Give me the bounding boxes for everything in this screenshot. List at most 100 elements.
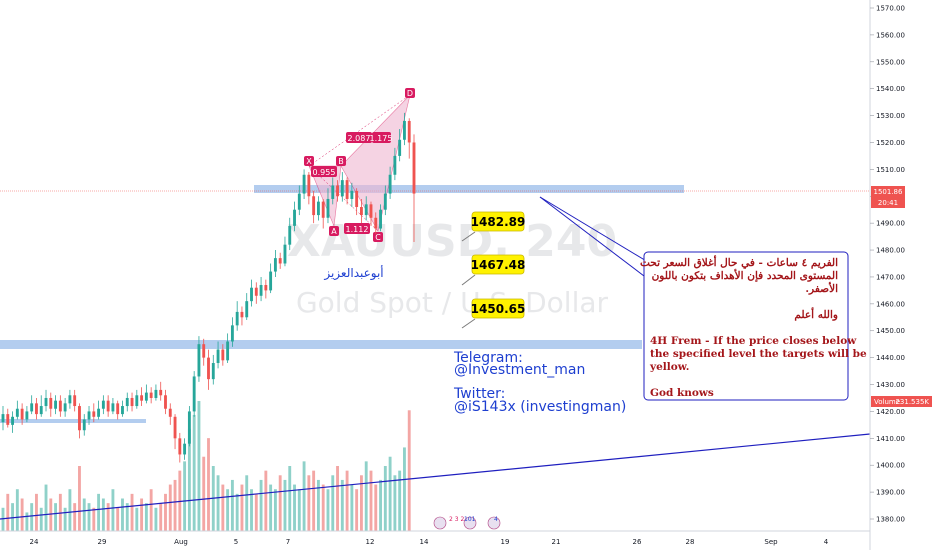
note-line: yellow. <box>649 361 689 373</box>
candle-body <box>116 403 120 415</box>
candle-body <box>58 400 62 412</box>
volume-bar <box>269 484 273 531</box>
point-c-label: C <box>375 233 381 242</box>
candle-body <box>173 416 177 439</box>
support-zone[interactable] <box>0 340 642 349</box>
volume-bar <box>312 470 316 531</box>
candle-body <box>359 207 363 216</box>
current-price-value: 1501.86 <box>874 188 903 196</box>
resistance-zone[interactable] <box>254 185 684 193</box>
point-a-label: A <box>331 227 337 236</box>
volume-bar <box>92 507 96 531</box>
candle-body <box>211 363 215 380</box>
volume-bar <box>39 507 43 531</box>
time-tick-label: 12 <box>366 538 375 546</box>
twitter-handle[interactable]: @iS143x (investingman) <box>454 399 626 415</box>
candle-body <box>245 301 249 318</box>
candle-body <box>398 139 402 156</box>
price-tick-label: 1560.00 <box>876 31 905 39</box>
volume-bar <box>307 475 311 531</box>
telegram-handle[interactable]: @Investment_man <box>454 362 585 378</box>
volume-bar <box>106 503 110 531</box>
candle-body <box>135 395 139 407</box>
volume-bar <box>283 479 287 531</box>
candle-body <box>254 287 258 296</box>
volume-bar <box>326 489 330 531</box>
price-tick-label: 1570.00 <box>876 5 905 13</box>
volume-bar <box>78 466 81 531</box>
volume-bar <box>207 438 210 531</box>
volume-bar <box>197 401 201 531</box>
candle-body <box>345 180 349 199</box>
candle-body <box>355 190 359 208</box>
volume-bar <box>240 484 244 531</box>
note-line: المستوى المحدد فإن الأهداف بتكون باللون <box>652 268 839 283</box>
volume-bar <box>359 475 363 531</box>
volume-bars <box>1 401 411 531</box>
volume-bar <box>264 470 268 531</box>
volume-bar <box>302 461 306 531</box>
candle-body <box>25 411 29 420</box>
target-1[interactable]: 1482.89 <box>461 211 525 242</box>
time-tick-label: Aug <box>174 538 188 546</box>
candle-body <box>159 389 163 396</box>
volume-value: 231.535K <box>895 398 929 406</box>
note-callout[interactable] <box>643 251 849 401</box>
candle-body <box>187 411 191 444</box>
time-tick-label: Sep <box>764 538 778 546</box>
target-2-value: 1467.48 <box>471 258 526 272</box>
trend-line[interactable] <box>0 433 871 520</box>
time-tick-label: 28 <box>686 538 695 546</box>
candle-body <box>6 414 10 425</box>
volume-bar <box>44 484 48 531</box>
harmonic-pattern[interactable]: X A B C D 0.955 1.112 2.087 1.175 <box>304 88 415 242</box>
target-3[interactable]: 1450.65 <box>461 298 525 329</box>
volume-bar <box>30 503 34 531</box>
ratio-xab: 0.955 <box>313 168 336 177</box>
candle-body <box>316 201 320 216</box>
volume-bar <box>245 475 249 531</box>
volume-bar <box>183 461 187 531</box>
candle-body <box>216 349 220 364</box>
volume-bar <box>350 484 354 531</box>
volume-bar <box>73 503 77 531</box>
candle-body <box>154 389 158 398</box>
volume-bar <box>297 489 301 531</box>
target-2[interactable]: 1467.48 <box>461 254 526 286</box>
target-1-pointer <box>461 231 476 242</box>
event-flag-1[interactable]: 2 3 2 <box>433 516 464 530</box>
volume-bar <box>336 466 339 531</box>
candle-body <box>35 403 38 415</box>
volume-bar <box>35 493 38 531</box>
candle-body <box>221 349 225 361</box>
price-tick-label: 1540.00 <box>876 85 905 93</box>
event-flag-2[interactable]: 101 <box>463 516 477 530</box>
volume-bar <box>316 479 320 531</box>
candle-body <box>15 408 19 417</box>
candle-body <box>49 397 53 409</box>
volume-bar <box>278 475 282 531</box>
candle-body <box>273 258 277 272</box>
candle-body <box>144 392 148 401</box>
time-tick-label: 5 <box>234 538 238 546</box>
candle-body <box>168 408 172 417</box>
volume-bar <box>101 498 105 531</box>
minor-zone[interactable] <box>0 419 146 423</box>
candle-body <box>250 287 253 302</box>
time-axis[interactable]: 24 29 Aug 5 7 12 14 19 21 26 28 Sep 4 <box>30 538 829 546</box>
candle-body <box>326 198 330 218</box>
note-line: the specified level the targets will be <box>650 348 867 360</box>
note-line: الفريم ٤ ساعات - في حال أغلاق السعر تحت <box>640 255 838 270</box>
candle-body <box>259 285 263 296</box>
time-tick-label: 29 <box>98 538 107 546</box>
countdown-tag <box>871 197 905 208</box>
event-flag-1-label: 2 3 2 <box>449 516 464 523</box>
volume-bar <box>125 503 129 531</box>
candle-body <box>1 414 5 423</box>
candle-body <box>393 155 397 175</box>
event-flag-2-label: 101 <box>464 516 476 523</box>
candle-body <box>340 180 344 197</box>
price-axis[interactable]: 1570.00 1560.00 1550.00 1540.00 1530.00 1520.… <box>870 5 905 524</box>
event-flag-3[interactable]: 4 <box>487 516 501 530</box>
